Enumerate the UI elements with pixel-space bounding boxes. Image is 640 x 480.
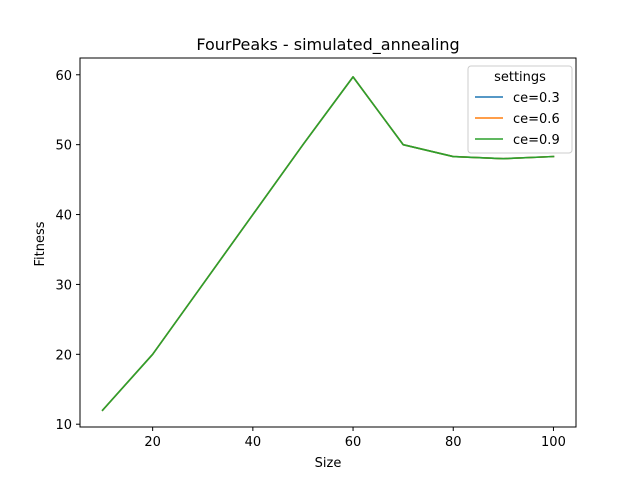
chart-title: FourPeaks - simulated_annealing [196, 35, 459, 55]
y-tick-label: 20 [55, 348, 72, 363]
legend-box [467, 65, 573, 154]
x-tick-label: 40 [245, 435, 262, 450]
plot-area [79, 57, 577, 428]
legend-label: ce=0.3 [513, 91, 560, 106]
legend-label: ce=0.9 [513, 133, 560, 148]
legend-items: ce=0.3 ce=0.6 ce=0.9 [475, 91, 560, 148]
series-lines [101, 76, 555, 412]
y-axis-label: Fitness [33, 221, 48, 266]
y-tick-label: 10 [55, 418, 72, 433]
y-tick-label: 40 [55, 209, 72, 224]
y-tick-label: 50 [55, 139, 72, 154]
x-axis-label: Size [315, 456, 342, 471]
series-line-3 [101, 76, 555, 412]
y-tick-label: 60 [55, 69, 72, 84]
x-tick-label: 60 [345, 435, 362, 450]
legend-label: ce=0.6 [513, 112, 560, 127]
x-tick-label: 80 [445, 435, 462, 450]
y-tick-label: 30 [55, 278, 72, 293]
x-axis: 20 40 60 80 100 [144, 427, 566, 450]
x-tick-label: 20 [144, 435, 161, 450]
legend: settings ce=0.3 ce=0.6 ce=0.9 [467, 65, 573, 154]
legend-title: settings [494, 70, 546, 85]
x-tick-label: 100 [541, 435, 566, 450]
plot-frame [79, 57, 577, 428]
y-axis: 10 20 30 40 50 60 [55, 69, 80, 433]
